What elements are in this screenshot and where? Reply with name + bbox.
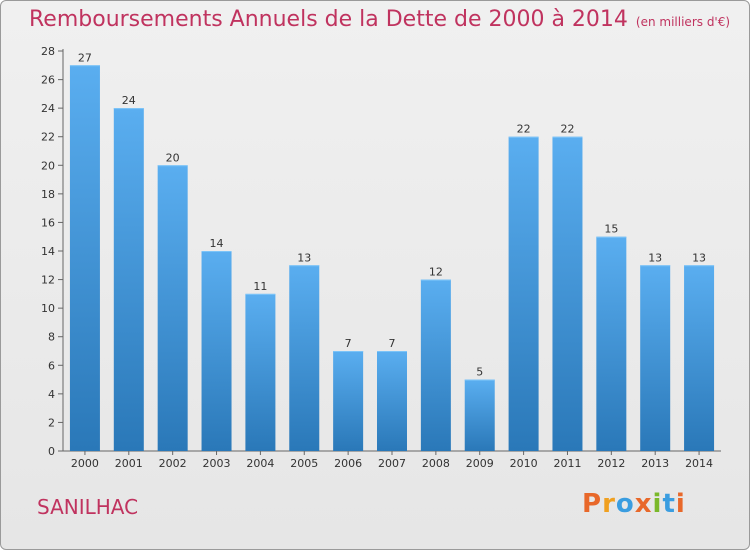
x-tick-label: 2003 <box>203 457 231 470</box>
bar-value-label: 15 <box>604 223 618 236</box>
y-tick-label: 10 <box>41 302 55 315</box>
y-tick-label: 6 <box>48 359 55 372</box>
y-tick-label: 18 <box>41 188 55 201</box>
y-tick-label: 0 <box>48 445 55 458</box>
y-tick-label: 22 <box>41 131 55 144</box>
bar <box>157 165 188 452</box>
bar-value-label: 7 <box>345 337 352 350</box>
chart-title: Remboursements Annuels de la Dette de 20… <box>29 7 730 32</box>
bar-value-label: 27 <box>78 51 92 64</box>
x-tick-label: 2007 <box>378 457 406 470</box>
bar <box>113 108 144 452</box>
bar-value-label: 7 <box>389 337 396 350</box>
bar <box>552 136 583 451</box>
x-tick-label: 2011 <box>553 457 581 470</box>
bar-value-label: 14 <box>210 237 224 250</box>
bar <box>464 379 495 451</box>
bar-value-label: 13 <box>692 251 706 264</box>
y-tick-label: 16 <box>41 216 55 229</box>
y-tick-label: 14 <box>41 245 55 258</box>
bar-value-label: 20 <box>166 151 180 164</box>
chart-title-unit: (en milliers d'€) <box>635 15 731 29</box>
y-tick-label: 26 <box>41 74 55 87</box>
bar-value-label: 5 <box>476 366 483 379</box>
bar-value-label: 12 <box>429 266 443 279</box>
brand-letter: o <box>615 489 635 519</box>
x-tick-label: 2009 <box>466 457 494 470</box>
y-tick-label: 12 <box>41 274 55 287</box>
y-tick-label: 20 <box>41 159 55 172</box>
bar <box>596 236 627 451</box>
x-tick-label: 2010 <box>510 457 538 470</box>
brand-logo: Proxiti <box>582 489 686 519</box>
bar-value-label: 22 <box>517 123 531 136</box>
bar-value-label: 13 <box>648 251 662 264</box>
brand-letter: P <box>582 489 603 519</box>
bar <box>245 293 276 451</box>
x-tick-label: 2000 <box>71 457 99 470</box>
x-tick-label: 2014 <box>685 457 713 470</box>
bar <box>69 65 100 452</box>
x-tick-label: 2004 <box>246 457 274 470</box>
x-tick-label: 2008 <box>422 457 450 470</box>
bar <box>684 265 715 451</box>
brand-letter: t <box>662 489 676 519</box>
bar <box>640 265 671 451</box>
bar-value-label: 13 <box>297 251 311 264</box>
bar <box>333 351 364 451</box>
brand-letter: x <box>634 489 653 519</box>
x-tick-label: 2005 <box>290 457 318 470</box>
bar-value-label: 24 <box>122 94 136 107</box>
bar-value-label: 11 <box>253 280 267 293</box>
x-tick-label: 2013 <box>641 457 669 470</box>
y-tick-label: 2 <box>48 416 55 429</box>
bar <box>420 279 451 451</box>
bar <box>201 251 232 451</box>
y-tick-label: 24 <box>41 102 55 115</box>
x-tick-label: 2006 <box>334 457 362 470</box>
x-tick-label: 2012 <box>597 457 625 470</box>
bar-value-label: 22 <box>560 123 574 136</box>
chart-title-text: Remboursements Annuels de la Dette de 20… <box>29 7 628 32</box>
town-name: SANILHAC <box>37 495 139 519</box>
y-tick-label: 8 <box>48 331 55 344</box>
y-tick-label: 28 <box>41 45 55 58</box>
bar <box>377 351 407 451</box>
x-tick-label: 2002 <box>159 457 187 470</box>
bar <box>289 265 320 451</box>
brand-letter: i <box>675 489 686 519</box>
brand-letter: i <box>652 489 663 519</box>
y-tick-label: 4 <box>48 388 55 401</box>
bar <box>508 136 539 451</box>
x-tick-label: 2001 <box>115 457 143 470</box>
brand-letter: r <box>602 489 616 519</box>
